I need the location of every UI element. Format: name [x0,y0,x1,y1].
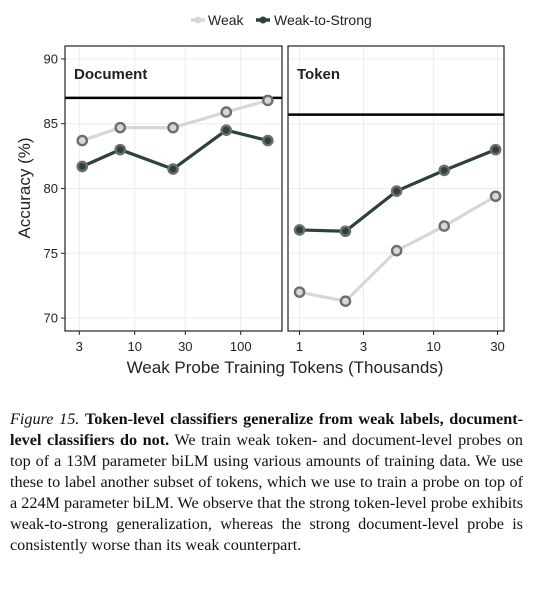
token-grid [288,46,504,331]
legend-weak-marker [194,16,202,24]
document-panel-title: Document [74,66,147,83]
document-weak-point-3 [220,106,233,118]
caption-body: We train weak token- and document-level … [10,431,523,554]
x-axis-label: Weak Probe Training Tokens (Thousands) [127,358,444,377]
document-weak-point-1 [114,121,127,134]
token-xtick-label-2: 10 [426,339,440,354]
figure-caption: Figure 15. Token-level classifiers gener… [10,409,523,556]
ytick-label-1: 75 [44,246,58,261]
legend-w2s-marker [259,16,267,24]
ytick-label-4: 90 [44,51,58,66]
token-weak-point-3 [438,220,451,232]
legend-w2s-label: Weak-to-Strong [274,12,372,28]
document-grid [65,46,282,331]
token-panel: Token 1 3 10 30 [287,45,505,354]
document-xtick-label-1: 10 [127,339,141,354]
y-axis-ticks: 70 75 80 85 90 [44,51,65,326]
document-weak-point-0 [76,134,89,147]
chart-figure: Weak Weak-to-Strong Document 70 75 80 85 90 … [15,12,505,377]
token-panel-border [287,45,505,332]
token-panel-title: Token [297,66,340,83]
y-axis-label: Accuracy (%) [15,137,34,238]
token-weak-to-strong-point-4 [489,143,502,156]
token-weak-to-strong-point-0 [293,224,306,236]
document-weak-to-strong-point-4 [262,134,274,147]
token-weak-point-1 [339,295,352,308]
document-weak-point-2 [167,121,179,134]
token-x-axis-ticks: 1 3 10 30 [296,331,505,354]
document-weak-to-strong-point-3 [220,124,233,137]
document-xtick-label-3: 100 [230,339,252,354]
ytick-label-2: 80 [44,181,58,196]
token-xtick-label-1: 3 [360,339,367,354]
caption-label: Figure 15. [10,410,80,428]
document-weak-to-strong-point-2 [167,163,179,175]
token-weak-to-strong-point-1 [339,225,352,238]
document-series [76,94,274,175]
document-xtick-label-2: 30 [178,339,192,354]
ytick-label-3: 85 [44,116,58,131]
token-weak-point-0 [293,286,306,298]
legend: Weak Weak-to-Strong [191,12,372,28]
document-x-axis-ticks: 3 10 30 100 [76,331,252,354]
document-panel: Document 70 75 80 85 90 3 10 30 100 [44,45,283,354]
token-weak-point-2 [390,244,403,257]
caption-bold-title: Token-level classifiers generalize from … [10,410,523,449]
token-xtick-label-3: 30 [490,339,504,354]
token-weak-to-strong-point-3 [438,164,451,177]
token-xtick-label-0: 1 [296,339,303,354]
document-weak-to-strong-point-0 [76,160,89,173]
document-weak-to-strong-point-1 [114,143,127,156]
token-series [293,143,502,308]
document-weak-point-4 [262,94,274,107]
ytick-label-0: 70 [44,311,58,326]
token-weak-to-strong-point-2 [390,185,403,197]
legend-weak-label: Weak [208,12,245,28]
document-xtick-label-0: 3 [76,339,83,354]
token-weak-point-4 [489,190,502,203]
